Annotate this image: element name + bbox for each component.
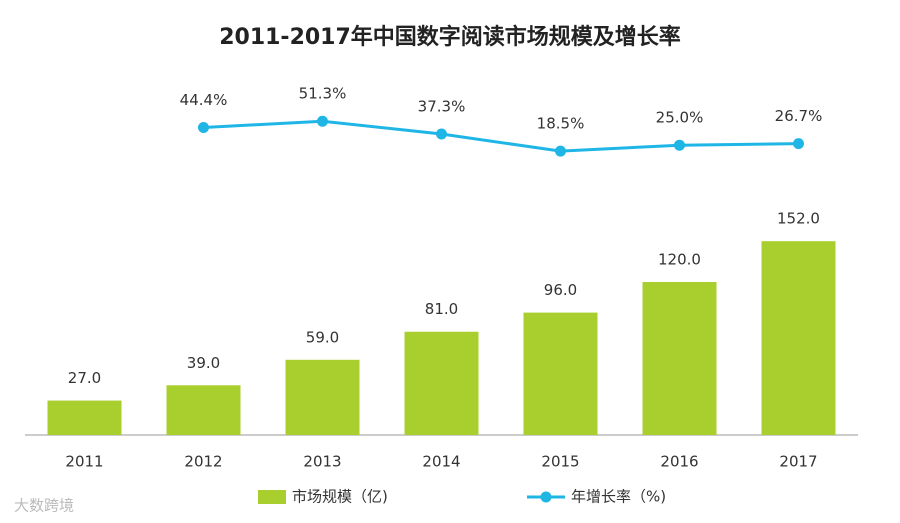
x-tick-label: 2016	[660, 453, 698, 471]
data-label: 39.0	[187, 354, 220, 372]
data-label: 27.0	[68, 369, 101, 387]
x-tick-label: 2017	[779, 453, 817, 471]
legend-label: 年增长率（%)	[571, 488, 666, 506]
x-tick-label: 2011	[65, 453, 103, 471]
line	[203, 119, 799, 153]
bar	[166, 385, 241, 435]
x-tick-label: 2012	[184, 453, 222, 471]
bar	[761, 241, 836, 435]
legend-swatch	[540, 491, 552, 503]
bar	[47, 400, 122, 435]
bar	[523, 312, 598, 435]
bar	[642, 282, 717, 435]
data-label: 44.4%	[180, 91, 228, 109]
chart-title: 2011-2017年中国数字阅读市场规模及增长率	[219, 24, 681, 50]
bar	[404, 331, 479, 435]
legend-swatch	[258, 490, 286, 504]
bar	[285, 359, 360, 435]
data-label: 59.0	[306, 328, 339, 346]
line-point	[198, 122, 209, 134]
x-tick-label: 2014	[422, 453, 460, 471]
data-label: 51.3%	[299, 85, 347, 103]
watermark: 大数跨境	[14, 497, 74, 515]
data-label: 81.0	[425, 300, 458, 318]
line-point	[793, 138, 804, 150]
x-tick-label: 2013	[303, 453, 341, 471]
data-label: 96.0	[544, 281, 577, 299]
data-label: 37.3%	[418, 97, 466, 115]
line-point	[674, 139, 685, 151]
line-point	[436, 128, 447, 140]
data-label: 18.5%	[537, 115, 585, 133]
line-point	[317, 115, 328, 127]
data-label: 26.7%	[775, 107, 823, 125]
x-tick-label: 2015	[541, 453, 579, 471]
data-label: 120.0	[658, 251, 701, 269]
data-label: 152.0	[777, 210, 820, 228]
data-label: 25.0%	[656, 109, 704, 127]
legend-label: 市场规模（亿)	[292, 488, 388, 506]
line-point	[555, 145, 566, 157]
